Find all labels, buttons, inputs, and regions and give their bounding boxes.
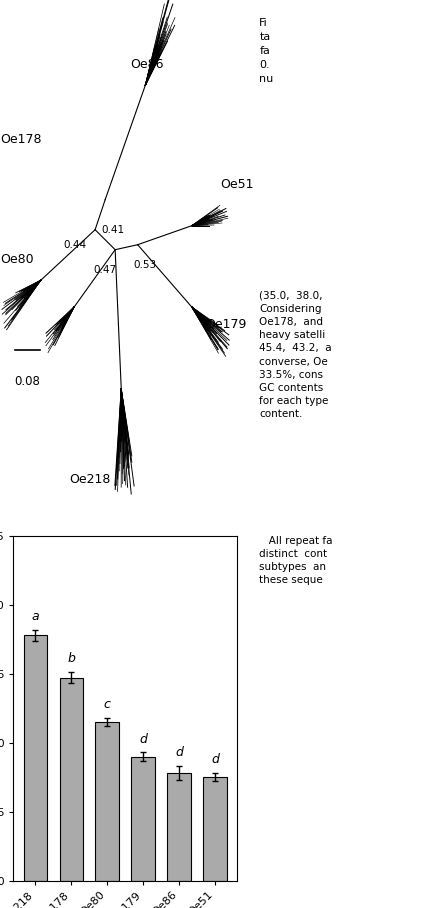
Text: (35.0,  38.0,
Considering
Oe178,  and
heavy satelli
45.4,  43.2,  a
converse, Oe: (35.0, 38.0, Considering Oe178, and heav… bbox=[259, 291, 332, 419]
Bar bbox=[96, 722, 119, 881]
Bar bbox=[131, 756, 155, 881]
Text: Oe179: Oe179 bbox=[205, 318, 247, 331]
Text: a: a bbox=[31, 609, 39, 623]
Bar bbox=[24, 635, 47, 881]
Text: 0.08: 0.08 bbox=[15, 374, 41, 388]
Text: Fi
ta
fa
0.
nu: Fi ta fa 0. nu bbox=[259, 18, 274, 84]
Text: d: d bbox=[139, 733, 147, 745]
Bar bbox=[168, 773, 191, 881]
Text: All repeat fa
distinct  cont
subtypes  an
these seque: All repeat fa distinct cont subtypes an … bbox=[259, 536, 333, 586]
Text: 0.53: 0.53 bbox=[134, 260, 157, 270]
Text: 0.47: 0.47 bbox=[93, 264, 117, 275]
Text: 0.44: 0.44 bbox=[63, 240, 87, 250]
Text: Oe86: Oe86 bbox=[130, 58, 164, 72]
Text: d: d bbox=[211, 754, 219, 766]
Text: 0.41: 0.41 bbox=[101, 224, 124, 235]
Text: d: d bbox=[175, 746, 183, 759]
Text: Oe218: Oe218 bbox=[69, 473, 111, 486]
Text: Oe51: Oe51 bbox=[220, 178, 254, 192]
Text: c: c bbox=[104, 698, 110, 711]
Text: Oe80: Oe80 bbox=[0, 253, 34, 266]
Text: b: b bbox=[67, 653, 75, 666]
Bar bbox=[59, 678, 83, 881]
Text: Oe178: Oe178 bbox=[0, 133, 42, 146]
Bar bbox=[203, 777, 227, 881]
